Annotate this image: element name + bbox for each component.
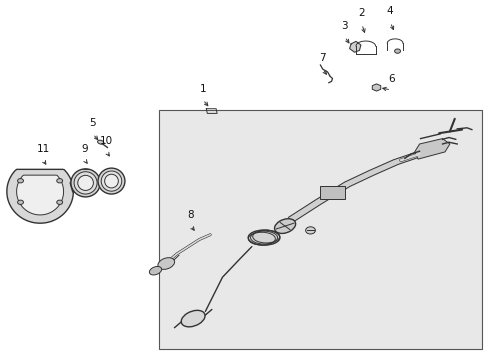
Text: 9: 9 bbox=[81, 144, 88, 154]
Polygon shape bbox=[349, 41, 360, 52]
Ellipse shape bbox=[274, 219, 295, 233]
Ellipse shape bbox=[248, 230, 279, 245]
Circle shape bbox=[18, 179, 23, 183]
Text: 1: 1 bbox=[199, 84, 206, 94]
Ellipse shape bbox=[78, 175, 93, 190]
Ellipse shape bbox=[104, 174, 118, 188]
Ellipse shape bbox=[74, 172, 97, 194]
Circle shape bbox=[394, 49, 400, 53]
Text: 10: 10 bbox=[100, 136, 113, 146]
Circle shape bbox=[18, 200, 23, 204]
Polygon shape bbox=[414, 139, 449, 159]
Polygon shape bbox=[17, 175, 63, 215]
Text: 2: 2 bbox=[358, 8, 365, 18]
Polygon shape bbox=[7, 169, 73, 223]
Bar bbox=[319, 186, 345, 199]
Polygon shape bbox=[371, 84, 380, 91]
Text: 11: 11 bbox=[36, 144, 50, 154]
Circle shape bbox=[57, 200, 62, 204]
Circle shape bbox=[305, 227, 315, 234]
Ellipse shape bbox=[101, 171, 122, 191]
Ellipse shape bbox=[181, 310, 204, 327]
Bar bbox=[159, 110, 481, 349]
Polygon shape bbox=[288, 152, 421, 222]
Ellipse shape bbox=[97, 140, 104, 144]
Ellipse shape bbox=[158, 258, 174, 269]
Text: 4: 4 bbox=[386, 6, 393, 16]
Circle shape bbox=[57, 179, 62, 183]
Text: 7: 7 bbox=[319, 53, 325, 63]
Text: 8: 8 bbox=[187, 210, 194, 220]
Ellipse shape bbox=[149, 266, 162, 275]
Ellipse shape bbox=[71, 169, 100, 197]
Ellipse shape bbox=[98, 168, 125, 194]
Text: 5: 5 bbox=[89, 118, 96, 128]
Text: 6: 6 bbox=[387, 74, 394, 84]
Text: 3: 3 bbox=[341, 21, 347, 31]
